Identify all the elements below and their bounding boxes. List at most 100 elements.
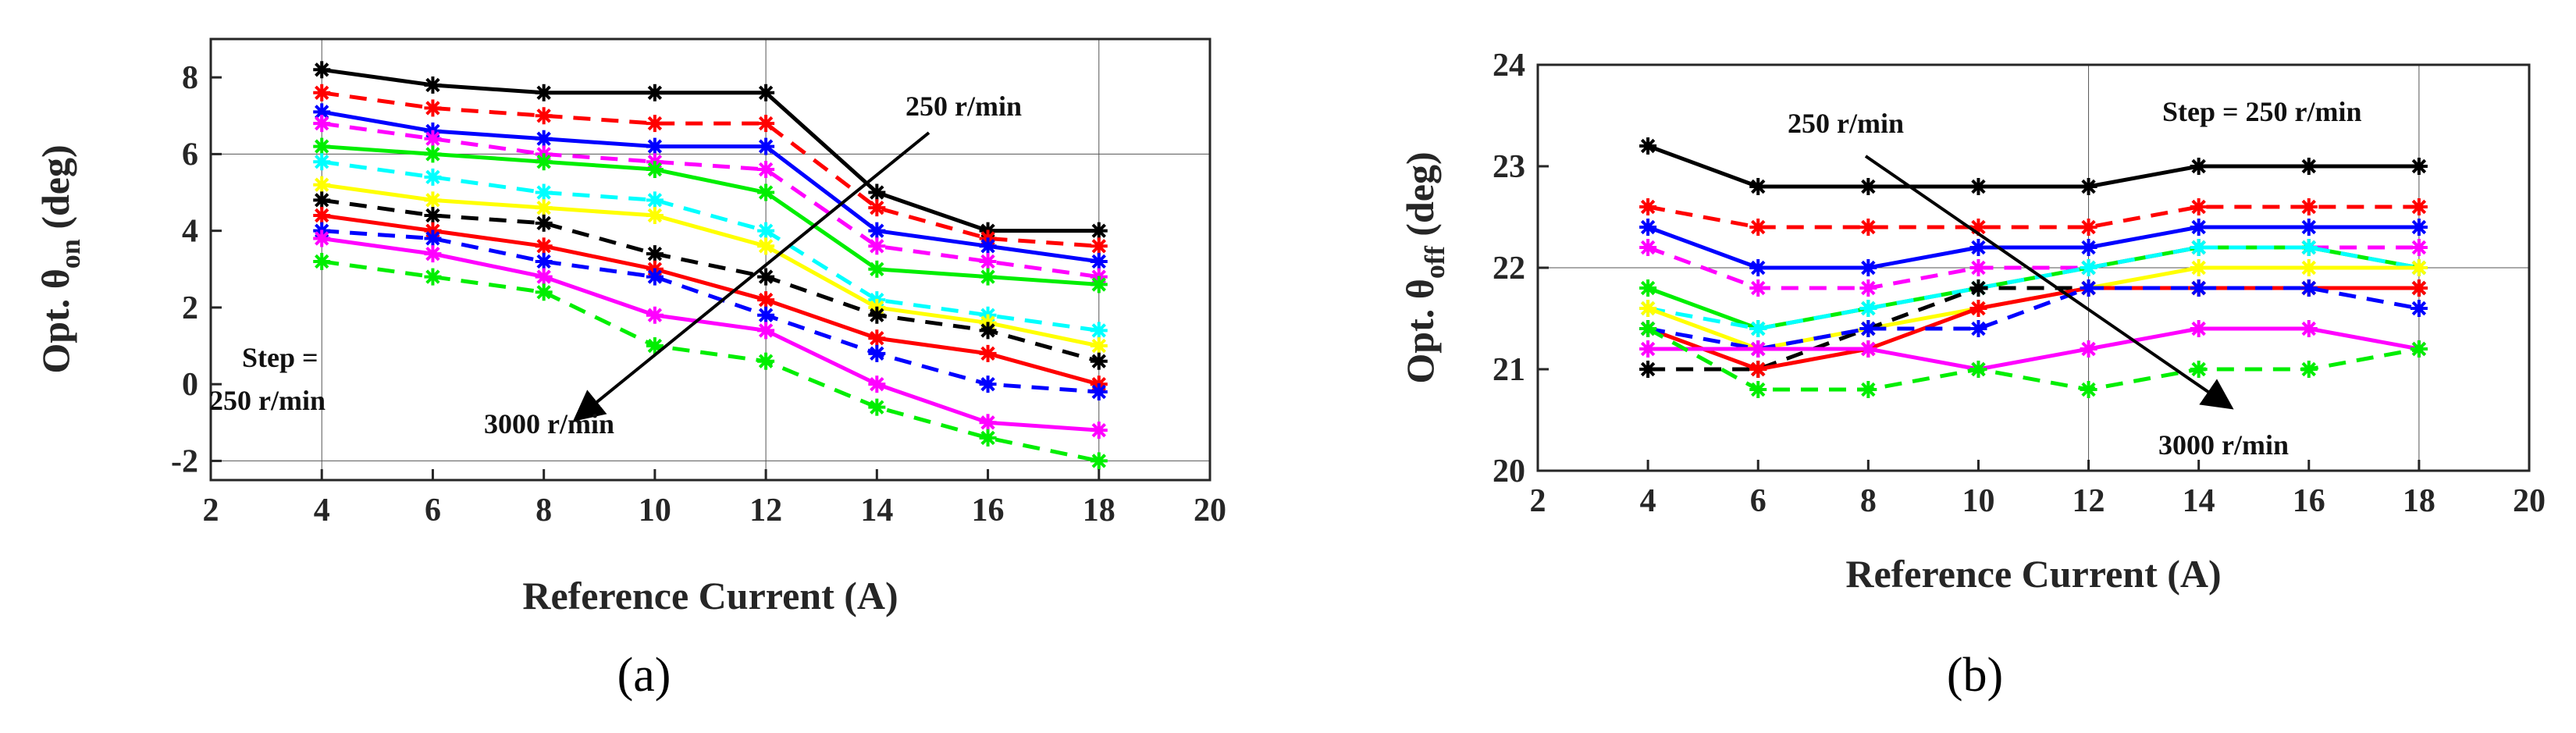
panel-b-series-1-point bbox=[1749, 178, 1767, 195]
panel-a-series-line-8 bbox=[321, 197, 1100, 364]
panel-b-series-3-point bbox=[2300, 219, 2318, 236]
asterisk-stroke bbox=[647, 308, 663, 322]
asterisk-stroke bbox=[315, 105, 329, 119]
panel-a-series-1-point bbox=[757, 84, 775, 101]
panel-a-xticks: 2 4 6 8 10 12 14 16 18 20 bbox=[203, 469, 1226, 528]
panel-b-series-1-point bbox=[1969, 178, 1987, 195]
asterisk-stroke bbox=[2301, 280, 2316, 296]
asterisk-stroke bbox=[536, 109, 551, 123]
panel-b-series-1-point bbox=[2300, 158, 2318, 175]
asterisk-stroke bbox=[870, 200, 884, 215]
panel-b-series-7-point bbox=[2190, 259, 2208, 276]
panel-a-series-12-point bbox=[424, 268, 442, 286]
asterisk-stroke bbox=[2191, 219, 2206, 235]
asterisk-stroke bbox=[2301, 321, 2316, 336]
panel-b-series-4-point bbox=[1859, 279, 1877, 297]
asterisk-stroke bbox=[758, 139, 774, 154]
panel-a-ytick-label: 0 bbox=[182, 367, 198, 403]
asterisk-stroke bbox=[315, 139, 329, 154]
panel-b-xtick-label: 12 bbox=[2073, 483, 2105, 519]
asterisk-stroke bbox=[870, 239, 884, 254]
panel-b-series-1-point bbox=[1639, 137, 1657, 155]
asterisk-stroke bbox=[2301, 260, 2316, 276]
asterisk-stroke bbox=[2411, 301, 2427, 316]
panel-b-series-6-point bbox=[2300, 239, 2318, 256]
asterisk-stroke bbox=[1971, 280, 1986, 296]
panel-b-series-line-7 bbox=[1647, 265, 2419, 351]
asterisk-stroke bbox=[425, 147, 440, 162]
asterisk-stroke bbox=[758, 223, 774, 238]
panel-a-series-1-point bbox=[535, 84, 553, 101]
panel-a-series-3-point bbox=[757, 137, 775, 155]
asterisk-stroke bbox=[1640, 219, 1656, 235]
panel-a-series-5-point bbox=[1090, 276, 1108, 294]
asterisk-stroke bbox=[425, 269, 440, 284]
asterisk-stroke bbox=[425, 246, 440, 262]
asterisk-stroke bbox=[2081, 280, 2096, 296]
panel-b-series-10-point bbox=[1969, 320, 1987, 337]
panel-a-series-12-point bbox=[535, 283, 553, 301]
panel-a-series-6-point bbox=[424, 168, 442, 186]
asterisk-stroke bbox=[1091, 239, 1106, 254]
panel-b-ytick-label: 22 bbox=[1493, 251, 1525, 286]
panel-b-series-2-point bbox=[1859, 219, 1877, 236]
panel-a-series-1-point bbox=[313, 61, 331, 79]
asterisk-stroke bbox=[1640, 240, 1656, 255]
panel-a-series-2-point bbox=[424, 99, 442, 117]
panel-a-series-2-point bbox=[313, 84, 331, 101]
asterisk-stroke bbox=[2411, 260, 2427, 276]
panel-a-series-8-point bbox=[646, 245, 664, 263]
asterisk-stroke bbox=[2411, 158, 2427, 174]
panel-a-series-9-point bbox=[757, 291, 775, 309]
panel-b-series-10-point bbox=[1859, 320, 1877, 337]
asterisk-stroke bbox=[870, 185, 884, 200]
asterisk-stroke bbox=[2301, 158, 2316, 174]
asterisk-stroke bbox=[536, 200, 551, 215]
panel-b-series-6-point bbox=[1749, 320, 1767, 337]
panel-a-series-line-4 bbox=[321, 121, 1100, 279]
asterisk-stroke bbox=[870, 308, 884, 322]
asterisk-stroke bbox=[1971, 240, 1986, 255]
panel-a-series-8-point bbox=[979, 322, 997, 340]
panel-b-series-9-point bbox=[1969, 300, 1987, 317]
asterisk-stroke bbox=[536, 131, 551, 146]
panel-b-series-10-point bbox=[2300, 279, 2318, 297]
panel-a-series-8-point bbox=[1090, 352, 1108, 370]
asterisk-stroke bbox=[315, 177, 329, 192]
asterisk-stroke bbox=[870, 376, 884, 392]
panel-a-xtick-label: 6 bbox=[425, 493, 441, 528]
panel-a-yticks: -2 0 2 4 6 8 bbox=[171, 60, 222, 479]
asterisk-stroke bbox=[2081, 219, 2096, 235]
asterisk-stroke bbox=[315, 231, 329, 246]
panel-a-ytick-label: 6 bbox=[182, 137, 198, 173]
panel-a-series-11-point bbox=[979, 414, 997, 432]
panel-a-xtick-label: 16 bbox=[972, 493, 1005, 528]
panel-a-series-6-point bbox=[535, 183, 553, 201]
asterisk-stroke bbox=[1751, 382, 1766, 397]
asterisk-stroke bbox=[1640, 199, 1656, 215]
panel-b-xtick-label: 16 bbox=[2293, 483, 2325, 519]
asterisk-stroke bbox=[1751, 179, 1766, 194]
panel-a-series-1-point bbox=[1090, 222, 1108, 240]
asterisk-stroke bbox=[2081, 341, 2096, 357]
asterisk-stroke bbox=[758, 354, 774, 368]
panel-a-series-10-point bbox=[1090, 383, 1108, 400]
asterisk-stroke bbox=[2191, 240, 2206, 255]
panel-a-xtick-label: 12 bbox=[749, 493, 782, 528]
panel-b-series-2-point bbox=[1639, 198, 1657, 215]
panel-a-series-3-point bbox=[1090, 252, 1108, 270]
panel-a-series-3-point bbox=[646, 137, 664, 155]
asterisk-stroke bbox=[536, 155, 551, 169]
panel-a-series-12-point bbox=[979, 429, 997, 447]
panel-a-speed-arrow bbox=[572, 131, 930, 422]
panel-a-xtick-label: 14 bbox=[860, 493, 893, 528]
panel-a-series-4-point bbox=[757, 161, 775, 179]
asterisk-stroke bbox=[980, 415, 995, 430]
panel-b-series-3-point bbox=[2080, 239, 2097, 256]
asterisk-stroke bbox=[1751, 260, 1766, 276]
asterisk-stroke bbox=[2411, 219, 2427, 235]
panel-b-caption: (b) bbox=[1947, 649, 2003, 702]
asterisk-stroke bbox=[647, 269, 663, 284]
